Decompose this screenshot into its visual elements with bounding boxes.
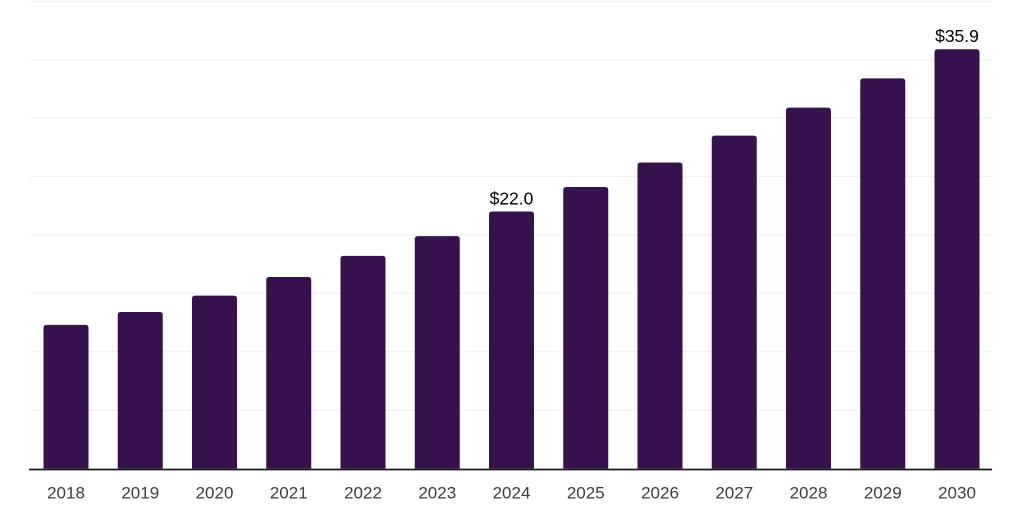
x-tick-label-2027: 2027: [715, 484, 753, 503]
x-tick-labels-group: 2018 2019 2020 2021 2022 2023 2024 2025 2026 2027…: [47, 484, 976, 503]
bar-2019: [117, 311, 163, 469]
bar-2026: [637, 162, 683, 469]
x-tick-label-2023: 2023: [418, 484, 456, 503]
bar-2023: [414, 236, 460, 469]
bar-2027: [711, 135, 757, 469]
x-tick-label-2022: 2022: [344, 484, 382, 503]
bar-2028: [786, 107, 831, 469]
bar-2022: [340, 255, 386, 469]
bar-value-label-2024: $22.0: [490, 189, 534, 209]
x-tick-label-2020: 2020: [196, 484, 234, 503]
bar-2030: [934, 49, 980, 469]
x-tick-label-2030: 2030: [938, 484, 976, 503]
bars-group: [43, 49, 980, 469]
x-tick-label-2019: 2019: [121, 484, 159, 503]
bar-2025: [563, 187, 609, 469]
data-labels-group: $22.0 $35.9: [490, 26, 979, 208]
x-tick-label-2026: 2026: [641, 484, 679, 503]
bar-2018: [43, 324, 89, 469]
x-tick-label-2021: 2021: [270, 484, 308, 503]
x-tick-label-2018: 2018: [47, 484, 85, 503]
bar-2029: [860, 78, 906, 469]
bar-2021: [266, 276, 312, 469]
x-tick-label-2024: 2024: [493, 484, 531, 503]
x-tick-label-2029: 2029: [864, 484, 902, 503]
bar-value-label-2030: $35.9: [935, 26, 979, 46]
x-tick-label-2028: 2028: [790, 484, 828, 503]
x-tick-label-2025: 2025: [567, 484, 605, 503]
bar-2024: [489, 211, 534, 469]
bar-2020: [192, 295, 237, 469]
